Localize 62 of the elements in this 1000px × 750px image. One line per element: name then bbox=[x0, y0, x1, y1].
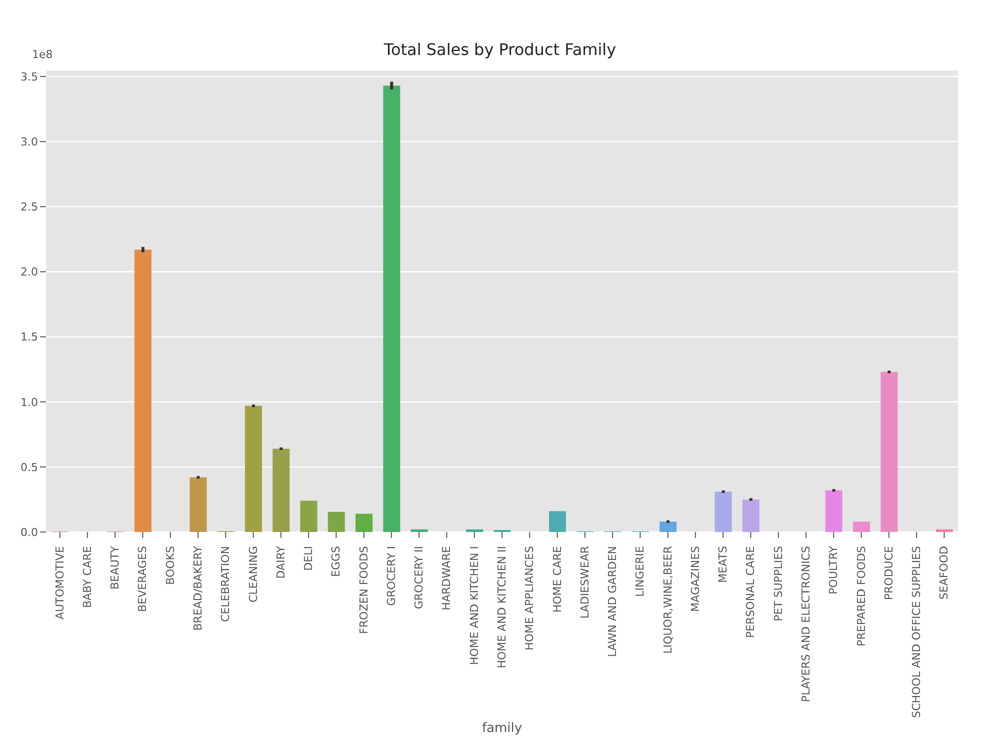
y-tick-label: 1.0 bbox=[20, 396, 38, 409]
x-tick-label: BOOKS bbox=[164, 546, 177, 585]
bar bbox=[190, 477, 207, 532]
text: 1e8 bbox=[32, 48, 53, 61]
bar bbox=[936, 529, 953, 532]
y-tick-label: 2.5 bbox=[20, 200, 38, 214]
bar bbox=[660, 522, 677, 532]
bar bbox=[383, 86, 400, 532]
x-axis-title: family bbox=[482, 721, 522, 736]
x-tick-label: DELI bbox=[302, 546, 316, 571]
x-tick-label: HOME CARE bbox=[550, 546, 564, 613]
x-tick-label: POULTRY bbox=[827, 546, 840, 594]
x-tick-label: BEAUTY bbox=[108, 546, 122, 590]
x-tick-label: PREPARED FOODS bbox=[854, 546, 868, 646]
x-tick-label: CLEANING bbox=[246, 546, 260, 603]
y-tick-label: 0.5 bbox=[20, 460, 38, 474]
x-tick-label: HARDWARE bbox=[440, 546, 454, 610]
x-tick-label: SEAFOOD bbox=[938, 546, 951, 600]
x-tick-label: LADIESWEAR bbox=[578, 546, 592, 619]
bar bbox=[300, 500, 318, 532]
x-tick-label: MEATS bbox=[716, 546, 730, 583]
x-tick-label: LINGERIE bbox=[634, 546, 647, 597]
bar bbox=[356, 514, 373, 532]
chart-title: Total Sales by Product Family bbox=[384, 40, 616, 59]
bar bbox=[880, 372, 898, 532]
y-tick-label: 3.0 bbox=[20, 135, 38, 148]
x-tick-label: MAGAZINES bbox=[688, 546, 702, 612]
x-tick-label: EGGS bbox=[330, 546, 343, 577]
bar bbox=[825, 490, 842, 532]
x-tick-label: HOME AND KITCHEN I bbox=[468, 546, 481, 665]
y-tick-label: 0.0 bbox=[20, 526, 38, 539]
x-tick-label: LAWN AND GARDEN bbox=[606, 546, 620, 657]
bar bbox=[714, 492, 732, 532]
bar bbox=[742, 499, 760, 532]
x-tick-label: GROCERY II bbox=[412, 546, 426, 610]
bar bbox=[466, 529, 484, 532]
x-tick-label: DAIRY bbox=[274, 546, 288, 579]
y-tick-label: 3.5 bbox=[20, 70, 38, 84]
bar bbox=[548, 511, 566, 532]
x-tick-label: CELEBRATION bbox=[219, 546, 232, 622]
x-tick-label: FROZEN FOODS bbox=[357, 546, 370, 634]
x-tick-label: SCHOOL AND OFFICE SUPPLIES bbox=[910, 546, 924, 718]
x-tick-label: AUTOMOTIVE bbox=[53, 546, 66, 620]
bar bbox=[134, 250, 152, 532]
bar bbox=[852, 522, 870, 532]
x-tick-label: LIQUOR,WINE,BEER bbox=[661, 546, 674, 654]
x-tick-label: GROCERY I bbox=[384, 546, 398, 606]
x-tick-label: PERSONAL CARE bbox=[744, 546, 758, 638]
x-tick-label: PLAYERS AND ELECTRONICS bbox=[800, 546, 812, 702]
x-tick-label: BREAD/BAKERY bbox=[192, 546, 204, 631]
x-tick-label: BEVERAGES bbox=[136, 546, 150, 612]
bar bbox=[328, 512, 345, 532]
x-tick-label: PRODUCE bbox=[882, 546, 896, 600]
x-tick-label: PET SUPPLIES bbox=[772, 546, 785, 622]
bar bbox=[272, 448, 290, 532]
x-tick-label: HOME AND KITCHEN II bbox=[496, 546, 508, 668]
bar bbox=[244, 406, 262, 532]
y-tick-label: 1.5 bbox=[20, 330, 38, 344]
y-tick-label: 2.0 bbox=[20, 266, 38, 279]
x-tick-label: BABY CARE bbox=[80, 546, 94, 608]
x-tick-label: HOME APPLIANCES bbox=[523, 546, 536, 650]
bar bbox=[410, 529, 428, 532]
